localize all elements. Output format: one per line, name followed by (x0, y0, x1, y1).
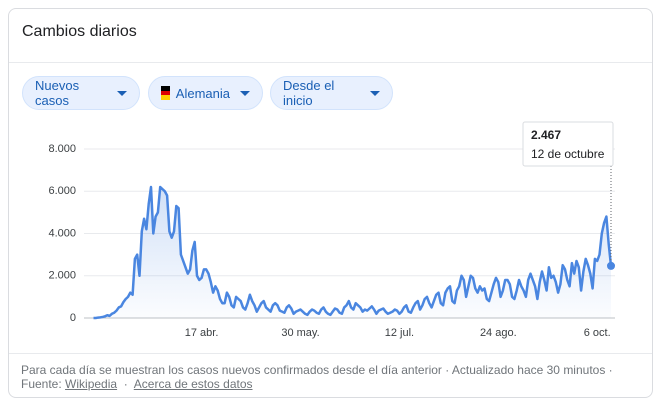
highlight-point (607, 261, 615, 270)
card-title: Cambios diarios (22, 23, 137, 40)
region-chip[interactable]: Alemania (148, 76, 263, 110)
divider (9, 353, 652, 354)
tooltip-box (522, 121, 614, 167)
y-tick-label: 8.000 (48, 143, 76, 155)
caret (240, 90, 250, 96)
x-tick-label: 30 may. (281, 327, 319, 339)
x-tick-label: 12 jul. (385, 327, 414, 339)
separator: · (123, 377, 128, 391)
chip-label: Desde el inicio (283, 78, 335, 108)
x-tick-label: 24 ago. (480, 327, 517, 339)
flag-icon (161, 86, 170, 101)
range-chip[interactable]: Desde el inicio (270, 76, 393, 110)
y-tick-label: 6.000 (48, 185, 76, 197)
line (93, 185, 613, 320)
footer-note: Para cada día se muestran los casos nuev… (21, 363, 613, 377)
y-tick-label: 0 (70, 312, 76, 324)
y-tick-label: 2.000 (48, 270, 76, 282)
x-tick-label: 17 abr. (185, 327, 219, 339)
card: Cambios diarios Nuevos casos Alemania De… (8, 8, 653, 398)
chip-label: Nuevos casos (35, 78, 80, 108)
tooltip-value: 2.467 (531, 128, 561, 142)
y-tick-label: 4.000 (48, 227, 76, 239)
source-link[interactable]: Wikipedia (65, 377, 118, 391)
caret (117, 90, 127, 96)
source-label: Fuente: (21, 377, 62, 391)
footer-source: Fuente: Wikipedia · Acerca de estos dato… (21, 377, 253, 391)
metric-chip[interactable]: Nuevos casos (22, 76, 140, 110)
caret (370, 90, 380, 96)
x-tick-label: 6 oct. (584, 327, 611, 339)
divider (9, 62, 652, 63)
tooltip: 2.467 12 de octubre (522, 121, 614, 167)
area (93, 187, 611, 318)
about-link[interactable]: Acerca de estos datos (133, 377, 253, 391)
chip-label: Alemania (175, 85, 230, 101)
tooltip-date: 12 de octubre (531, 147, 605, 161)
